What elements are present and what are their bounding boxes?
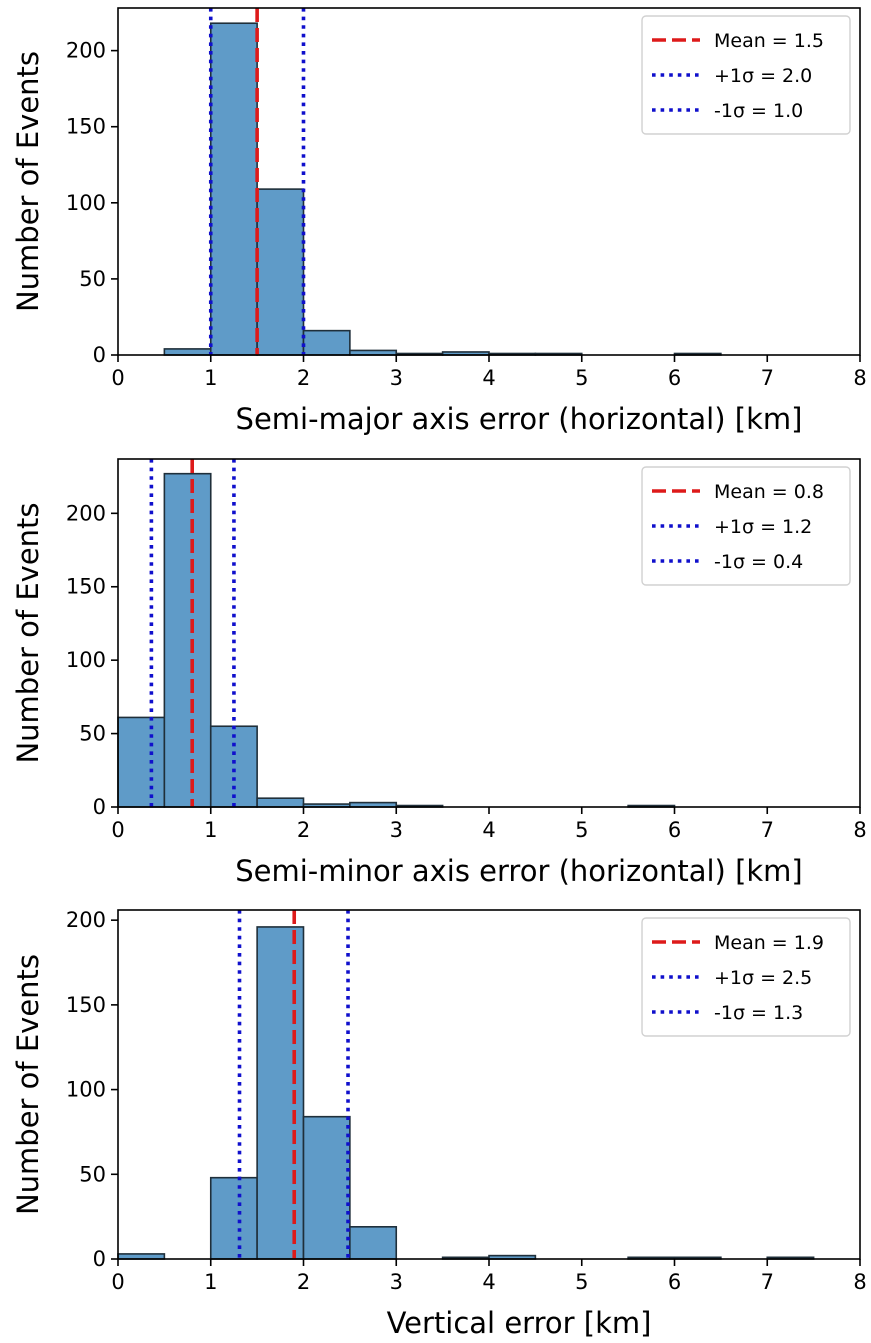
x-tick-label: 7 xyxy=(761,366,774,390)
y-axis: 0 50 100 150 200 xyxy=(66,908,118,1271)
x-axis-title: Vertical error [km] xyxy=(387,1306,652,1340)
legend-box xyxy=(641,466,851,586)
y-axis: 0 50 100 150 200 xyxy=(66,501,118,819)
x-tick-label: 2 xyxy=(297,818,310,842)
y-tick-label: 50 xyxy=(79,267,106,291)
y-tick-label: 200 xyxy=(66,908,106,932)
x-tick-label: 1 xyxy=(204,818,217,842)
x-tick-label: 8 xyxy=(853,366,866,390)
histogram-panel-1: 0 1 2 3 4 5 6 7 8 0 50 100 150 200 Semi-major axis err… xyxy=(11,7,867,436)
x-axis: 0 1 2 3 4 5 6 7 8 xyxy=(111,355,867,390)
x-tick-label: 5 xyxy=(575,1270,588,1294)
histogram-bar xyxy=(302,1115,351,1260)
y-axis-title: Number of Events xyxy=(11,502,45,763)
y-tick-label: 0 xyxy=(93,795,106,819)
x-tick-label: 1 xyxy=(204,1270,217,1294)
x-tick-label: 4 xyxy=(482,366,495,390)
x-tick-label: 8 xyxy=(853,1270,866,1294)
x-tick-label: 6 xyxy=(668,366,681,390)
y-tick-label: 50 xyxy=(79,1162,106,1186)
histogram-bar xyxy=(302,329,351,356)
histogram-bar xyxy=(256,926,305,1260)
legend-entry-label: Mean = 1.9 xyxy=(714,932,824,954)
y-tick-label: 200 xyxy=(66,39,106,63)
histogram-bar xyxy=(117,716,166,808)
x-axis-title: Semi-major axis error (horizontal) [km] xyxy=(236,402,803,436)
x-tick-label: 4 xyxy=(482,1270,495,1294)
y-tick-label: 100 xyxy=(66,191,106,215)
y-tick-label: 0 xyxy=(93,343,106,367)
legend-box xyxy=(641,15,851,135)
histogram-panel-2: 0 1 2 3 4 5 6 7 8 0 50 100 150 200 Semi-minor axis err… xyxy=(11,458,867,888)
y-axis-title: Number of Events xyxy=(11,954,45,1215)
x-axis: 0 1 2 3 4 5 6 7 8 xyxy=(111,1259,867,1294)
x-tick-label: 3 xyxy=(390,1270,403,1294)
reference-lines xyxy=(208,8,306,355)
x-axis-title: Semi-minor axis error (horizontal) [km] xyxy=(235,854,803,888)
legend-entry-label: +1σ = 2.5 xyxy=(714,967,812,989)
legend-entry-label: -1σ = 1.0 xyxy=(714,100,803,122)
y-tick-label: 150 xyxy=(66,115,106,139)
legend-entry-label: Mean = 1.5 xyxy=(714,30,824,52)
legend-entry-label: -1σ = 1.3 xyxy=(714,1002,803,1024)
histogram-bar xyxy=(209,1176,258,1260)
legend-entry-label: +1σ = 1.2 xyxy=(714,516,812,538)
histogram-bars xyxy=(163,22,722,356)
x-tick-label: 0 xyxy=(111,1270,124,1294)
y-tick-label: 0 xyxy=(93,1247,106,1271)
x-tick-label: 1 xyxy=(204,366,217,390)
legend-entry-label: -1σ = 0.4 xyxy=(714,551,803,573)
x-tick-label: 2 xyxy=(297,366,310,390)
x-tick-label: 4 xyxy=(482,818,495,842)
legend: Mean = 1.9 +1σ = 2.5 -1σ = 1.3 xyxy=(641,917,851,1037)
reference-lines xyxy=(149,459,236,807)
y-tick-label: 50 xyxy=(79,722,106,746)
legend-entry-label: +1σ = 2.0 xyxy=(714,65,812,87)
x-axis: 0 1 2 3 4 5 6 7 8 xyxy=(111,807,867,842)
histogram-bar xyxy=(209,22,258,356)
histogram-panel-3: 0 1 2 3 4 5 6 7 8 0 50 100 150 200 Vertical error [km]… xyxy=(11,908,867,1340)
x-tick-label: 3 xyxy=(390,818,403,842)
x-tick-label: 3 xyxy=(390,366,403,390)
x-tick-label: 7 xyxy=(761,818,774,842)
x-tick-label: 0 xyxy=(111,366,124,390)
histogram-bar xyxy=(163,348,212,356)
legend-box xyxy=(641,917,851,1037)
legend-entry-label: Mean = 0.8 xyxy=(714,481,824,503)
y-tick-label: 150 xyxy=(66,575,106,599)
histogram-bar xyxy=(163,472,212,808)
x-tick-label: 8 xyxy=(853,818,866,842)
y-tick-label: 100 xyxy=(66,648,106,672)
x-tick-label: 6 xyxy=(668,1270,681,1294)
x-tick-label: 5 xyxy=(575,818,588,842)
histogram-bar xyxy=(256,188,305,356)
y-tick-label: 200 xyxy=(66,501,106,525)
reference-lines xyxy=(237,910,350,1259)
y-tick-label: 150 xyxy=(66,993,106,1017)
y-axis-title: Number of Events xyxy=(11,51,45,312)
histogram-bars xyxy=(117,472,676,808)
histogram-bar xyxy=(256,797,305,808)
y-tick-label: 100 xyxy=(66,1078,106,1102)
x-tick-label: 6 xyxy=(668,818,681,842)
x-tick-label: 5 xyxy=(575,366,588,390)
legend: Mean = 0.8 +1σ = 1.2 -1σ = 0.4 xyxy=(641,466,851,586)
x-tick-label: 0 xyxy=(111,818,124,842)
x-tick-label: 2 xyxy=(297,1270,310,1294)
x-tick-label: 7 xyxy=(761,1270,774,1294)
histogram-bar xyxy=(349,1226,398,1260)
legend: Mean = 1.5 +1σ = 2.0 -1σ = 1.0 xyxy=(641,15,851,135)
y-axis: 0 50 100 150 200 xyxy=(66,39,118,367)
